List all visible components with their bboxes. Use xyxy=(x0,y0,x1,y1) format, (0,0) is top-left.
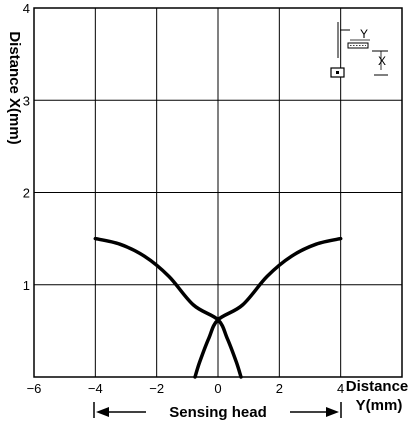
x-tick-label: −4 xyxy=(88,381,103,396)
x-tick-label: −6 xyxy=(27,381,42,396)
inset-diagram: Y X xyxy=(330,22,388,78)
x-axis-title-line1: Distance xyxy=(346,378,409,395)
annotation-arrow-left-head xyxy=(96,407,109,417)
inset-y-label: Y xyxy=(360,27,368,41)
x-tick-label: 2 xyxy=(276,381,283,396)
sensing-head-annotation: Sensing head xyxy=(93,402,342,421)
plot-frame xyxy=(33,7,403,378)
y-axis-title: Distance X(mm) xyxy=(6,31,23,144)
series-line-2 xyxy=(193,236,343,379)
y-tick-label: 1 xyxy=(23,278,30,293)
x-tick-label: −2 xyxy=(149,381,164,396)
series-line-1 xyxy=(93,236,243,379)
x-tick-label: 4 xyxy=(337,381,344,396)
annotation-arrow-right-head xyxy=(326,407,339,417)
inset-sensor-dot xyxy=(336,71,339,74)
sensing-head-label: Sensing head xyxy=(169,404,267,421)
y-tick-label: 3 xyxy=(23,93,30,108)
x-tick-label: 0 xyxy=(214,381,221,396)
tick-labels: −6 −4 −2 0 2 4 1 2 3 4 xyxy=(23,1,345,396)
y-tick-label: 2 xyxy=(23,186,30,201)
series-group xyxy=(93,236,343,379)
inset-x-label: X xyxy=(378,54,386,68)
y-tick-label: 4 xyxy=(23,1,30,16)
x-axis-title-line2: Y(mm) xyxy=(356,397,403,414)
inset-target xyxy=(347,42,369,49)
